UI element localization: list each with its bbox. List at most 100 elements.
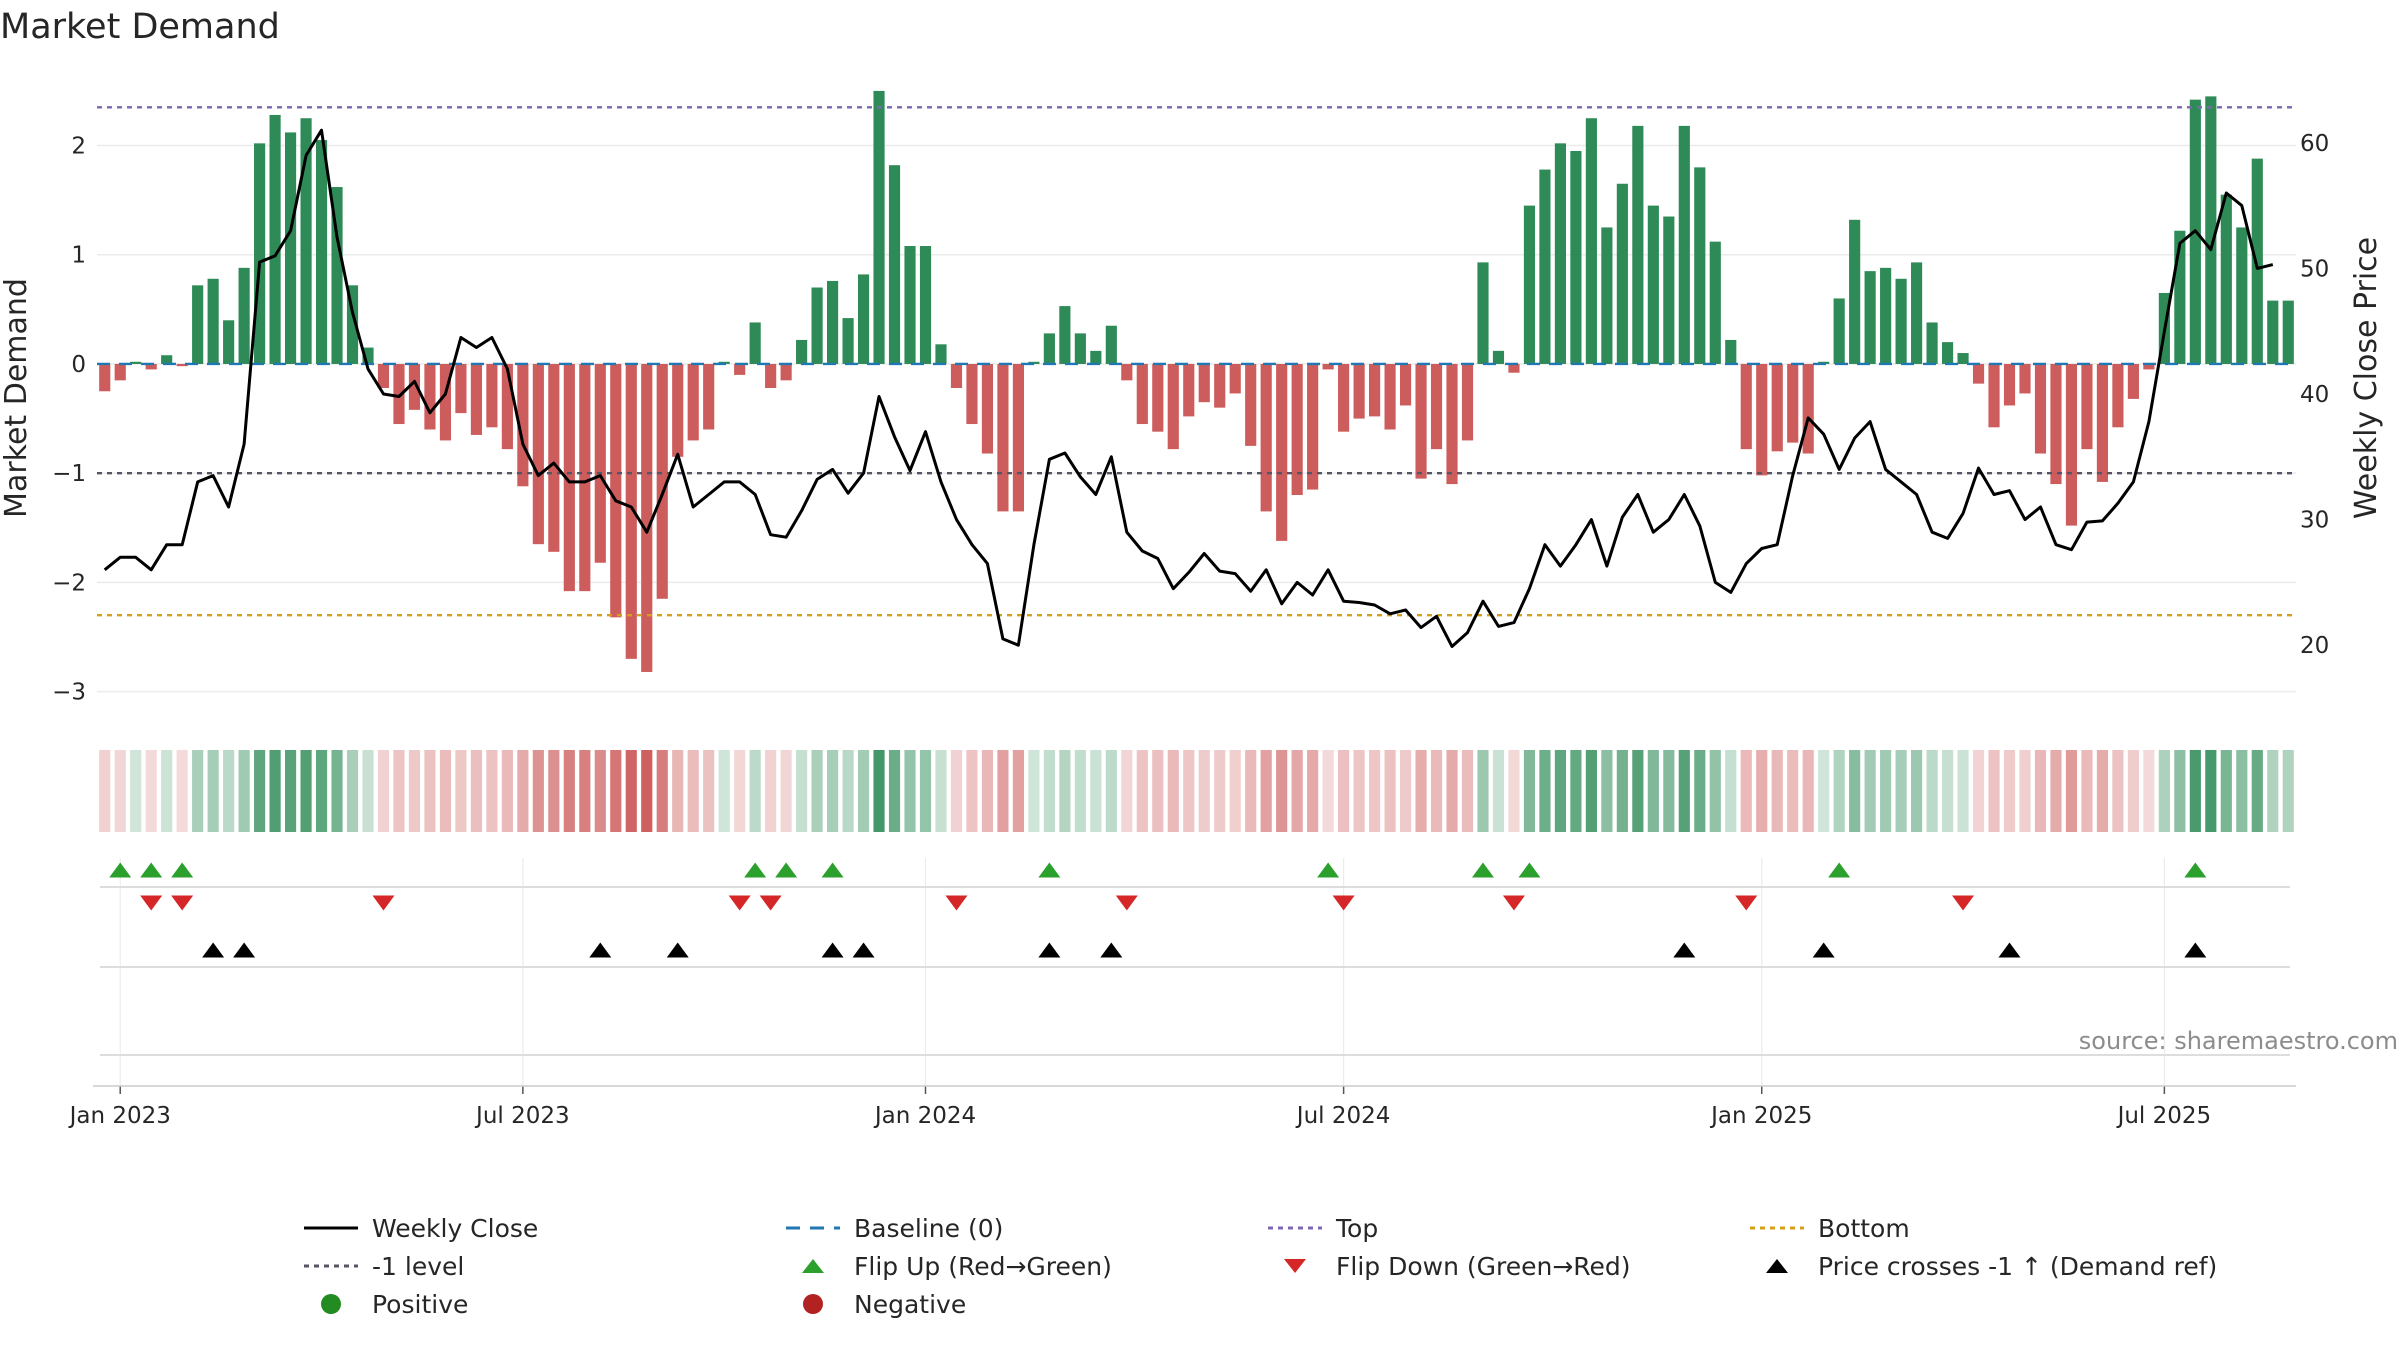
y-tick-label: −3: [52, 680, 86, 706]
demand-bar: [99, 363, 111, 392]
demand-bar: [284, 132, 297, 364]
heat-cell: [2143, 750, 2155, 832]
heat-cell: [2282, 750, 2294, 832]
heat-cell: [1012, 750, 1024, 832]
heat-cell: [1043, 750, 1055, 832]
heat-cell: [1353, 750, 1365, 832]
legend-swatch-icon: [1264, 1212, 1326, 1244]
demand-bar: [548, 363, 560, 552]
heat-cell: [888, 750, 901, 832]
heat-cell: [1152, 750, 1164, 832]
demand-bar: [315, 140, 328, 364]
x-tick-label: Jul 2025: [2116, 1103, 2212, 1129]
heat-cell: [284, 750, 297, 832]
legend-label: Positive: [372, 1289, 469, 1319]
demand-bar: [997, 363, 1009, 512]
legend-swatch-icon: [300, 1288, 362, 1320]
heat-cell: [1895, 750, 1907, 832]
demand-bar: [935, 344, 947, 364]
heat-cell: [1539, 750, 1551, 832]
price-cross-marker: [666, 942, 689, 958]
legend-swatch-icon: [300, 1212, 362, 1244]
demand-bar: [2220, 194, 2232, 364]
heat-cell: [1833, 750, 1845, 832]
demand-bar: [610, 363, 622, 618]
demand-bar: [1492, 350, 1505, 364]
demand-bar: [161, 355, 173, 364]
demand-bar: [362, 347, 374, 364]
heat-cell: [1740, 750, 1752, 832]
heat-cell: [501, 750, 513, 832]
demand-bar: [439, 363, 452, 441]
heat-cell: [145, 750, 157, 832]
demand-bar: [2267, 300, 2279, 364]
heat-cell: [362, 750, 374, 832]
heat-cell: [610, 750, 622, 832]
legend-item-bottom: Bottom: [1746, 1212, 1910, 1244]
demand-bar: [1353, 363, 1365, 419]
demand-bar: [1074, 333, 1086, 364]
heat-cell: [1756, 750, 1768, 832]
heat-cell: [1492, 750, 1505, 832]
demand-bar: [1183, 363, 1195, 417]
demand-bar: [1694, 167, 1706, 364]
demand-bar: [331, 187, 343, 364]
demand-bar: [1725, 339, 1737, 364]
price-cross-marker: [233, 942, 256, 958]
demand-bar: [1740, 363, 1752, 450]
demand-bar: [888, 165, 901, 364]
heat-cell: [1570, 750, 1582, 832]
heat-cell: [1105, 750, 1117, 832]
heat-cell: [424, 750, 436, 832]
demand-bar: [1338, 363, 1350, 432]
heat-cell: [1771, 750, 1783, 832]
demand-bar: [1136, 363, 1148, 425]
demand-bar: [641, 363, 653, 672]
demand-bar: [130, 361, 142, 364]
demand-bar: [1307, 363, 1319, 490]
heat-cell: [935, 750, 947, 832]
demand-bar: [393, 363, 405, 425]
legend-item-cross: Price crosses -1 ↑ (Demand ref): [1746, 1250, 2217, 1282]
heat-cell: [1601, 750, 1613, 832]
flip-down-marker: [945, 895, 968, 911]
demand-bar: [2034, 363, 2047, 454]
demand-bar: [1849, 219, 1861, 364]
heat-cell: [842, 750, 854, 832]
y2-tick-label: 30: [2300, 508, 2329, 534]
legend-item-flip-down: Flip Down (Green→Red): [1264, 1250, 1631, 1282]
legend-item-positive: Positive: [300, 1288, 468, 1320]
heat-cell: [1059, 750, 1071, 832]
heat-cell: [2251, 750, 2263, 832]
heat-cell: [393, 750, 405, 832]
legend-swatch-icon: [300, 1250, 362, 1282]
demand-bar: [470, 363, 482, 435]
heat-cell: [486, 750, 498, 832]
heat-cell: [919, 750, 932, 832]
heat-cell: [130, 750, 142, 832]
demand-bar: [919, 246, 932, 364]
demand-bar: [1585, 118, 1597, 364]
demand-bar: [1121, 363, 1133, 381]
heat-cell: [1941, 750, 1954, 832]
heat-cell: [1988, 750, 2000, 832]
demand-bar: [1647, 205, 1659, 364]
heat-cell: [238, 750, 250, 832]
demand-bar: [2112, 363, 2124, 428]
flip-down-marker: [1502, 895, 1525, 911]
heat-cell: [1074, 750, 1086, 832]
flip-up-marker: [1471, 862, 1494, 878]
demand-bar: [192, 285, 204, 364]
heat-cell: [377, 750, 390, 832]
heat-cell: [455, 750, 467, 832]
demand-bar: [1369, 363, 1381, 417]
legend-swatch-icon: [1264, 1250, 1326, 1282]
heat-cell: [1678, 750, 1690, 832]
demand-bar: [455, 363, 467, 414]
source-note: source: sharemaestro.com: [2079, 1027, 2398, 1055]
event-markers: [100, 862, 2290, 1056]
demand-bar: [269, 114, 281, 364]
demand-bar: [2019, 363, 2031, 394]
demand-bar: [1508, 363, 1520, 373]
heat-cell: [1663, 750, 1675, 832]
